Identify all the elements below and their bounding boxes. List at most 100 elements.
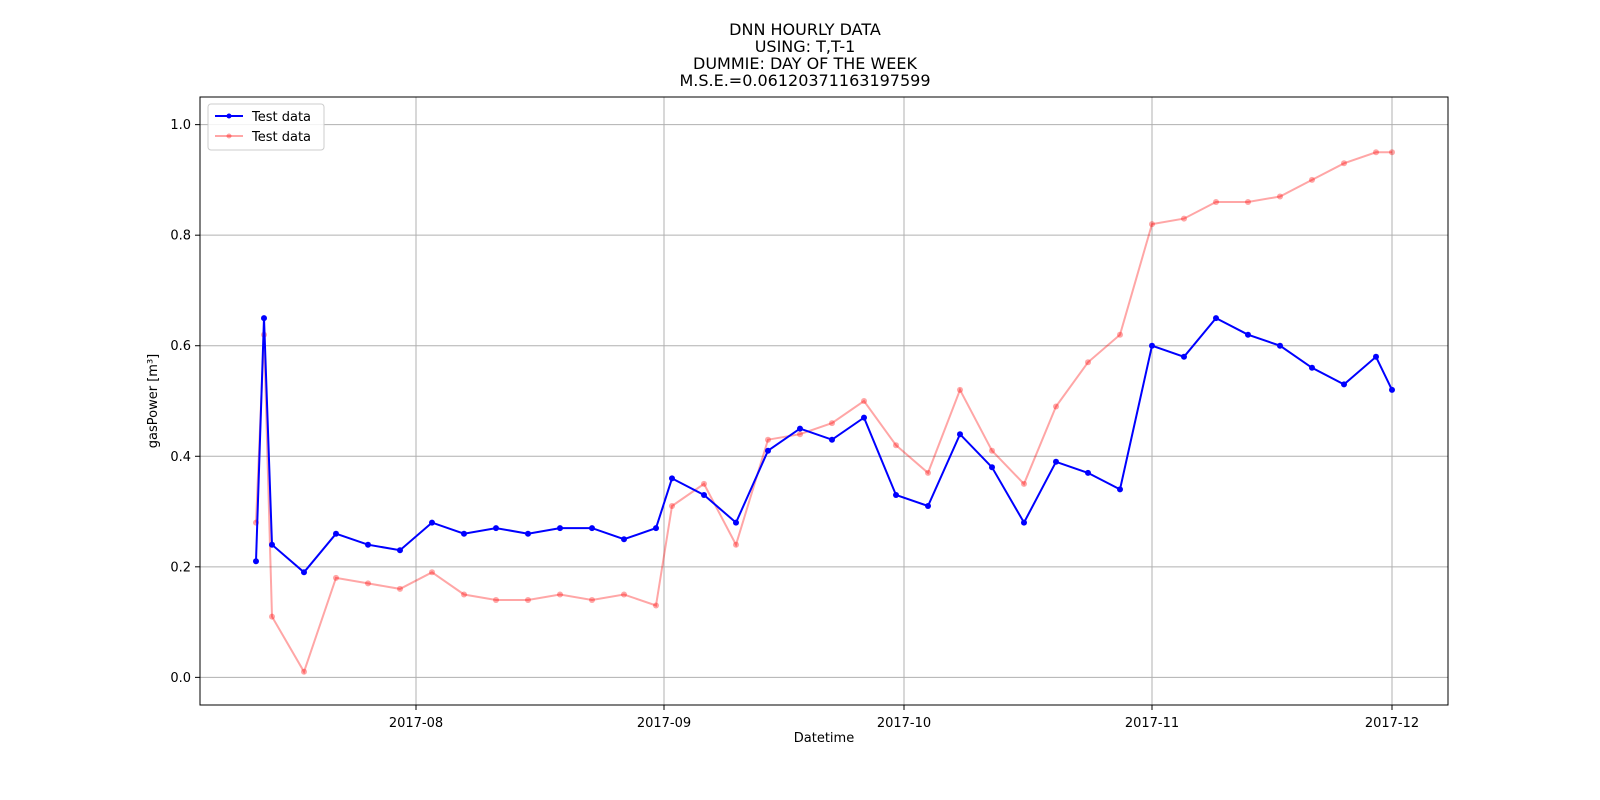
data-point [557, 525, 563, 532]
data-point [301, 668, 307, 675]
series-1 [253, 149, 1395, 675]
data-point [261, 315, 267, 322]
plot-area [200, 97, 1448, 705]
data-point [765, 436, 771, 443]
data-point [1181, 353, 1187, 360]
data-point [1149, 221, 1155, 228]
x-axis-label: Datetime [794, 731, 854, 746]
data-point [1341, 381, 1347, 388]
data-point [1117, 486, 1123, 493]
data-point [797, 425, 803, 432]
data-point [893, 442, 899, 449]
x-tick-label: 2017-11 [1125, 716, 1179, 731]
y-tick-label: 0.0 [170, 671, 191, 686]
x-axis-ticks: 2017-08 2017-09 2017-10 2017-11 2017-12 [389, 705, 1419, 731]
data-point [861, 398, 867, 404]
data-point [365, 541, 371, 548]
x-tick-label: 2017-08 [389, 716, 443, 731]
series-line [255, 151, 1392, 675]
data-point [1149, 342, 1155, 349]
data-point [1021, 480, 1027, 487]
data-point [621, 536, 627, 543]
data-point [893, 492, 899, 498]
series-layer [253, 149, 1395, 675]
data-point [429, 519, 435, 526]
data-point [1373, 149, 1379, 156]
y-tick-label: 1.0 [170, 118, 191, 133]
legend-marker-test-data-blue [226, 113, 232, 119]
data-point [333, 530, 339, 537]
title-line-1: DNN HOURLY DATA [729, 20, 881, 39]
y-axis-label: gasPower [m³] [146, 354, 161, 448]
data-point [461, 591, 467, 598]
x-tick-label: 2017-10 [877, 716, 931, 731]
data-point [797, 431, 803, 438]
data-point [1277, 342, 1283, 349]
data-point [829, 420, 835, 427]
data-point [493, 597, 499, 603]
data-point [461, 530, 467, 537]
data-point [525, 597, 531, 603]
y-tick-label: 0.8 [170, 229, 191, 244]
title-line-2: USING: T,T-1 [755, 37, 856, 56]
data-point [269, 613, 275, 620]
y-axis-ticks: 0.0 0.2 0.4 0.6 0.8 1.0 [170, 118, 200, 686]
data-point [957, 431, 963, 438]
data-point [653, 602, 659, 609]
grid-lines [200, 97, 1448, 705]
data-point [269, 541, 275, 548]
data-point [1181, 215, 1187, 222]
data-point [1277, 193, 1283, 200]
data-point [1053, 403, 1059, 410]
data-point [925, 503, 931, 509]
data-point [989, 447, 995, 454]
data-point [829, 436, 835, 443]
data-point [733, 541, 739, 548]
legend-label-test-data-blue: Test data [251, 110, 311, 125]
data-point [333, 574, 339, 581]
legend: Test data Test data [207, 103, 325, 151]
data-point [365, 580, 371, 587]
data-point [669, 475, 675, 482]
data-point [669, 503, 675, 509]
chart-title: DNN HOURLY DATA USING: T,T-1 DUMMIE: DAY… [679, 20, 930, 90]
title-line-4: M.S.E.=0.06120371163197599 [679, 71, 930, 90]
data-point [253, 558, 259, 565]
data-point [525, 530, 531, 537]
data-point [1213, 315, 1219, 322]
data-point [1213, 199, 1219, 205]
data-point [861, 414, 867, 421]
data-point [701, 480, 707, 487]
data-point [1245, 331, 1251, 338]
data-point [1245, 199, 1251, 205]
x-tick-label: 2017-12 [1365, 716, 1419, 731]
data-point [1085, 359, 1091, 366]
y-tick-label: 0.6 [170, 339, 191, 354]
data-point [557, 591, 563, 598]
data-point [733, 519, 739, 526]
data-point [701, 492, 707, 498]
y-tick-label: 0.4 [170, 450, 191, 465]
data-point [1021, 519, 1027, 526]
legend-label-test-data-red: Test data [251, 130, 311, 145]
series-0 [253, 315, 1395, 576]
y-tick-label: 0.2 [170, 560, 191, 575]
legend-marker-test-data-red [226, 133, 232, 139]
data-point [1085, 469, 1091, 476]
data-point [589, 597, 595, 603]
data-point [589, 525, 595, 532]
data-point [1309, 176, 1315, 183]
data-point [493, 525, 499, 532]
title-line-3: DUMMIE: DAY OF THE WEEK [693, 54, 917, 73]
data-point [621, 591, 627, 598]
data-point [1389, 149, 1395, 156]
data-point [301, 569, 307, 576]
data-point [1373, 353, 1379, 360]
data-point [1309, 364, 1315, 371]
data-point [1117, 331, 1123, 338]
plot-frame [199, 96, 1449, 706]
data-point [653, 525, 659, 532]
data-point [765, 447, 771, 454]
x-tick-label: 2017-09 [637, 716, 691, 731]
